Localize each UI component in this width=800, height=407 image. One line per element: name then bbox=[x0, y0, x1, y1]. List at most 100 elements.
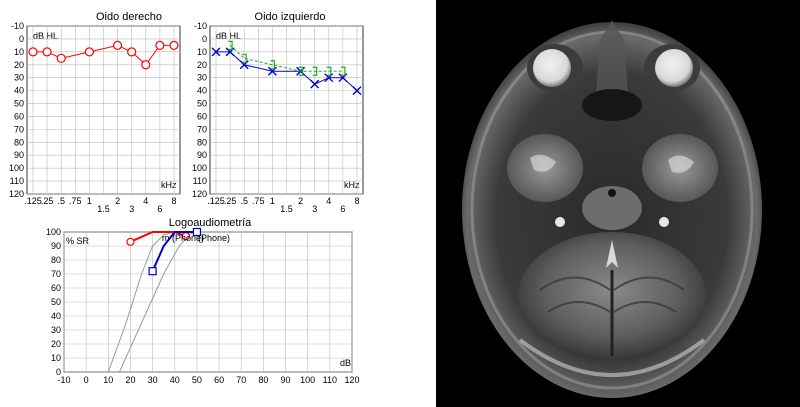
mri-right-eye bbox=[533, 49, 571, 87]
y-tick-label: 40 bbox=[197, 86, 207, 96]
mri-basilar-artery bbox=[608, 189, 616, 197]
mri-right-iac bbox=[555, 217, 565, 227]
audiogram-left-series bbox=[211, 40, 362, 96]
audiogram-right-y-ticks: -10 0 10 20 30 40 50 60 70 80 90 100 110 120 bbox=[9, 21, 24, 199]
data-point bbox=[312, 66, 318, 76]
data-point bbox=[169, 40, 179, 50]
x-tick-label: 1.5 bbox=[97, 204, 110, 214]
data-point bbox=[56, 53, 66, 63]
x-tick-label: 8 bbox=[354, 196, 359, 206]
x-tick-label: .75 bbox=[69, 196, 82, 206]
speech-grid bbox=[63, 231, 353, 373]
y-tick-label: 90 bbox=[51, 241, 61, 251]
y-tick-label: 50 bbox=[14, 99, 24, 109]
x-tick-label: 100 bbox=[300, 375, 315, 385]
speech-audiometry: Logoaudiometría % SR dB 0 10 20 30 40 50 60 70 8… bbox=[46, 217, 360, 385]
y-tick-label: 10 bbox=[197, 47, 207, 57]
speech-series bbox=[126, 227, 202, 276]
data-point bbox=[338, 73, 348, 83]
audiogram-left-xlabel: kHz bbox=[344, 180, 360, 190]
data-point bbox=[239, 60, 249, 70]
data-point bbox=[324, 73, 334, 83]
data-point bbox=[225, 47, 235, 57]
x-tick-label: .25 bbox=[224, 196, 237, 206]
data-point bbox=[242, 53, 247, 63]
x-tick-label: 120 bbox=[344, 375, 359, 385]
mri-pons bbox=[582, 186, 642, 230]
x-tick-label: 40 bbox=[170, 375, 180, 385]
speech-ylabel: % SR bbox=[66, 236, 90, 246]
reference-curve bbox=[118, 231, 193, 373]
y-tick-label: 30 bbox=[51, 325, 61, 335]
x-tick-label: 1.5 bbox=[280, 204, 293, 214]
y-tick-label: 20 bbox=[51, 339, 61, 349]
x-tick-label: 6 bbox=[340, 204, 345, 214]
x-tick-label: 1 bbox=[87, 196, 92, 206]
y-tick-label: -10 bbox=[11, 21, 24, 31]
audiogram-left-ylabel: dB HL bbox=[216, 31, 241, 41]
data-point bbox=[126, 237, 135, 246]
audiogram-left-ear: Oido izquierdo dB HL kHz -10 0 10 20 30 40 50 6… bbox=[192, 11, 364, 214]
x-tick-label: 3 bbox=[312, 204, 317, 214]
y-tick-label: 60 bbox=[51, 283, 61, 293]
speech-title: Logoaudiometría bbox=[169, 217, 252, 229]
mri-brain-image bbox=[436, 0, 800, 407]
x-tick-label: 20 bbox=[125, 375, 135, 385]
x-tick-label: 2 bbox=[298, 196, 303, 206]
audiogram-right-series bbox=[28, 40, 179, 70]
y-tick-label: 30 bbox=[14, 73, 24, 83]
x-tick-label: .125 bbox=[24, 196, 42, 206]
data-point bbox=[141, 60, 151, 70]
data-point bbox=[112, 40, 123, 50]
x-tick-label: -10 bbox=[57, 375, 70, 385]
reference-curve bbox=[107, 231, 175, 373]
audiogram-right-grid bbox=[27, 25, 180, 195]
data-point bbox=[228, 40, 233, 50]
audiogram-left-title: Oido izquierdo bbox=[255, 11, 326, 23]
data-point bbox=[127, 47, 137, 57]
series-line bbox=[151, 231, 197, 272]
x-tick-label: 8 bbox=[171, 196, 176, 206]
data-point bbox=[192, 227, 202, 237]
y-tick-label: 70 bbox=[197, 124, 207, 134]
y-tick-label: 110 bbox=[193, 176, 207, 186]
mri-occipital-scalp bbox=[518, 338, 706, 377]
y-tick-label: 10 bbox=[51, 353, 61, 363]
data-point bbox=[270, 60, 275, 70]
mri-fourth-ventricle bbox=[606, 240, 618, 268]
data-point bbox=[155, 40, 165, 50]
y-tick-label: 100 bbox=[46, 227, 61, 237]
data-point bbox=[267, 66, 277, 76]
data-point bbox=[84, 47, 95, 57]
x-tick-label: 70 bbox=[236, 375, 246, 385]
y-tick-label: 50 bbox=[197, 99, 207, 109]
y-tick-label: 0 bbox=[202, 34, 207, 44]
y-tick-label: 60 bbox=[14, 111, 24, 121]
x-tick-label: 1 bbox=[270, 196, 275, 206]
y-tick-label: 40 bbox=[14, 86, 24, 96]
mri-left-eye bbox=[655, 49, 693, 87]
data-point bbox=[340, 66, 346, 76]
audiogram-right-xlabel: kHz bbox=[161, 180, 177, 190]
x-tick-label: .5 bbox=[57, 196, 65, 206]
y-tick-label: 60 bbox=[197, 111, 207, 121]
x-tick-label: 10 bbox=[103, 375, 113, 385]
x-tick-label: 30 bbox=[148, 375, 158, 385]
y-tick-label: 80 bbox=[14, 137, 24, 147]
series-line bbox=[229, 45, 343, 72]
audiogram-right-ear: Oido derecho dB HL kHz -10 0 10 20 30 40 50 60 7… bbox=[9, 11, 181, 214]
data-point bbox=[352, 86, 362, 96]
audiogram-left-y-ticks: -10 0 10 20 30 40 50 60 70 80 90 100 110 120 bbox=[192, 21, 207, 199]
speech-legend-1: m (Phone) bbox=[162, 233, 204, 243]
audiogram-right-ylabel: dB HL bbox=[33, 31, 58, 41]
speech-x-ticks: -10 0 10 20 30 40 50 60 70 80 90 100 110 120 bbox=[57, 375, 359, 385]
y-tick-label: 30 bbox=[197, 73, 207, 83]
speech-y-ticks: 0 10 20 30 40 50 60 70 80 90 100 bbox=[46, 227, 61, 377]
x-tick-label: 4 bbox=[326, 196, 331, 206]
x-tick-label: 50 bbox=[192, 375, 202, 385]
y-tick-label: 120 bbox=[192, 189, 207, 199]
series-line bbox=[130, 231, 187, 243]
